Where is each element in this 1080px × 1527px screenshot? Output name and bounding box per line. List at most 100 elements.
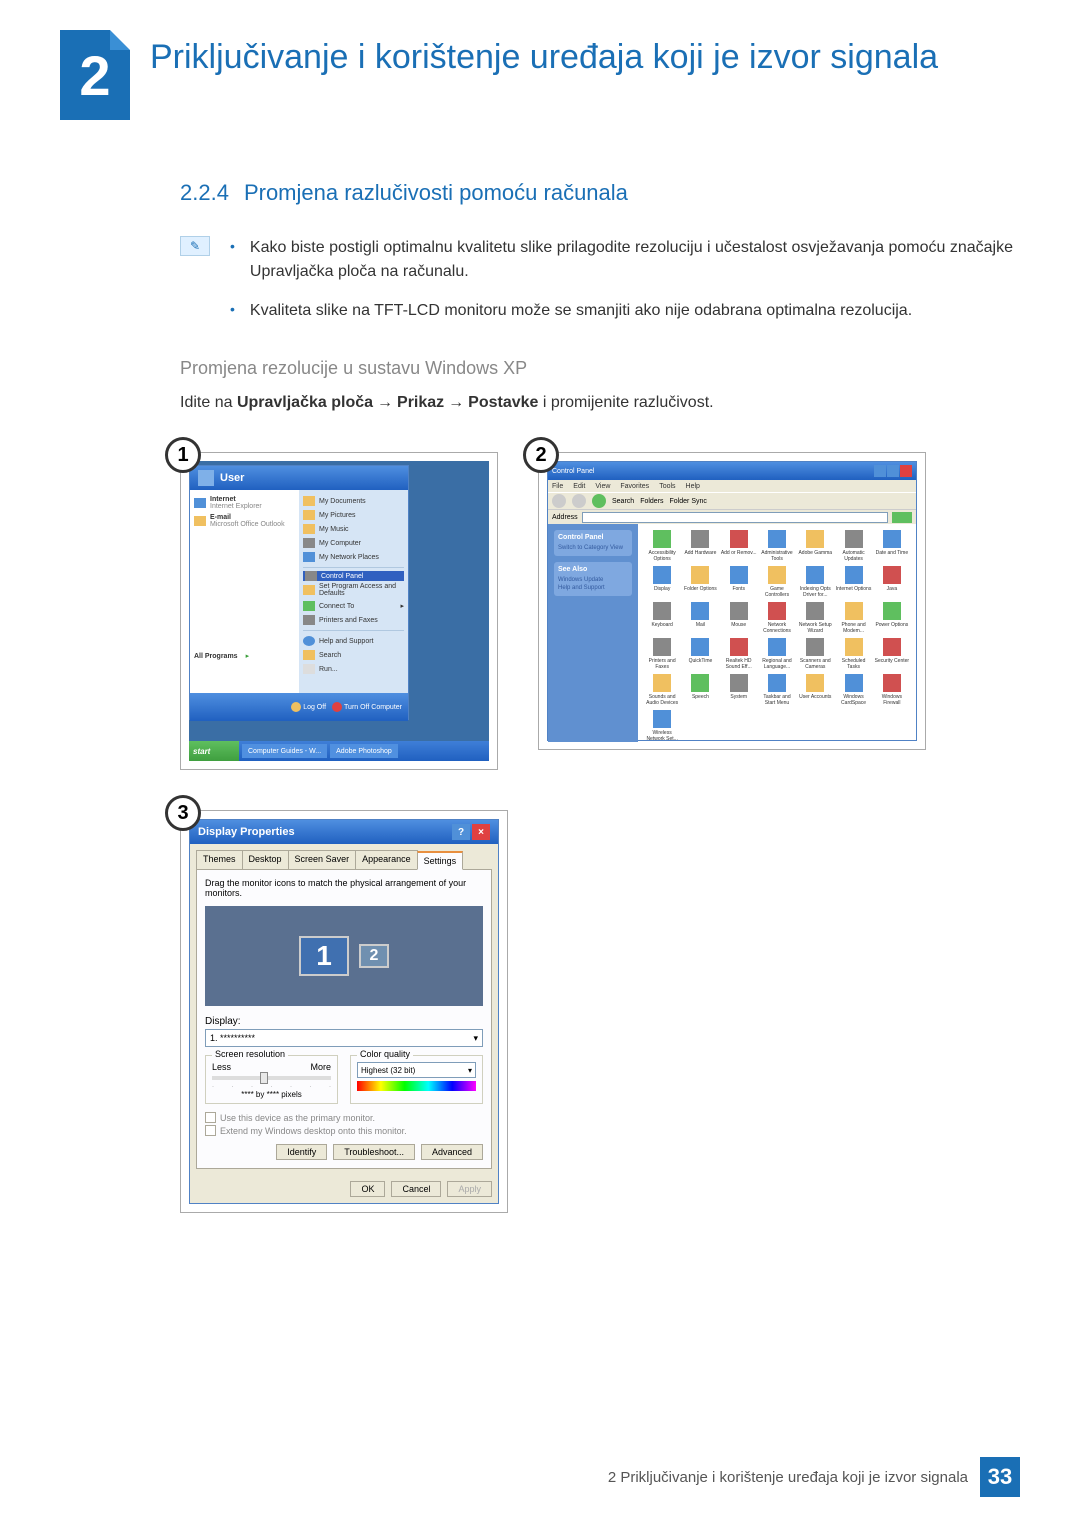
maximize-button[interactable] <box>887 465 899 477</box>
mail-icon <box>194 516 206 526</box>
cp-icon-item[interactable]: Internet Options <box>835 566 871 598</box>
logoff-button[interactable]: Log Off <box>291 702 326 712</box>
cp-icon-item[interactable]: Scheduled Tasks <box>835 638 871 670</box>
identify-button[interactable]: Identify <box>276 1144 327 1160</box>
ok-button[interactable]: OK <box>350 1181 385 1197</box>
cp-icon-item[interactable]: Add Hardware <box>682 530 718 562</box>
menu-connect[interactable]: Connect To▸ <box>303 599 404 613</box>
help-button[interactable]: ? <box>452 824 470 840</box>
display-select[interactable]: 1. **********▾ <box>205 1029 483 1047</box>
cp-icon-item[interactable]: Indexing Opts Driver for... <box>797 566 833 598</box>
cp-icon-item[interactable]: System <box>721 674 757 706</box>
cp-icon-item[interactable]: Regional and Language... <box>759 638 795 670</box>
menu-view[interactable]: View <box>595 483 610 490</box>
tab-appearance[interactable]: Appearance <box>355 850 418 869</box>
address-input[interactable] <box>582 512 888 523</box>
tab-settings[interactable]: Settings <box>417 851 464 870</box>
troubleshoot-button[interactable]: Troubleshoot... <box>333 1144 415 1160</box>
menu-control-panel[interactable]: Control Panel <box>303 571 404 581</box>
cp-icon-item[interactable]: Date and Time <box>874 530 910 562</box>
folders-button[interactable]: Folders <box>640 498 663 505</box>
cp-icon-item[interactable]: Folder Options <box>682 566 718 598</box>
taskbar-item[interactable]: Adobe Photoshop <box>330 744 398 758</box>
cp-icon-item[interactable]: Fonts <box>721 566 757 598</box>
menu-internet[interactable]: InternetInternet Explorer <box>194 494 295 512</box>
cp-icon-item[interactable]: Speech <box>682 674 718 706</box>
cp-icon-item[interactable]: Power Options <box>874 602 910 634</box>
menu-email[interactable]: E-mailMicrosoft Office Outlook <box>194 512 295 530</box>
close-button[interactable] <box>900 465 912 477</box>
cp-icon-item[interactable]: Network Connections <box>759 602 795 634</box>
menu-printers[interactable]: Printers and Faxes <box>303 613 404 627</box>
cp-icon-item[interactable]: Adobe Gamma <box>797 530 833 562</box>
extend-desktop-checkbox[interactable] <box>205 1125 216 1136</box>
cp-icon-item[interactable]: Accessibility Options <box>644 530 680 562</box>
cp-icon-item[interactable]: Scanners and Cameras <box>797 638 833 670</box>
monitor-arrangement[interactable]: 1 2 <box>205 906 483 1006</box>
menu-search[interactable]: Search <box>303 648 404 662</box>
menu-all-programs[interactable]: All Programs▸ <box>194 650 295 662</box>
cp-icon-item[interactable]: Add or Remov... <box>721 530 757 562</box>
start-button[interactable]: start <box>189 741 239 761</box>
back-icon[interactable] <box>552 494 566 508</box>
cp-icon-item[interactable]: Game Controllers <box>759 566 795 598</box>
forward-icon[interactable] <box>572 494 586 508</box>
menu-program-access[interactable]: Set Program Access and Defaults <box>303 581 404 599</box>
tab-themes[interactable]: Themes <box>196 850 243 869</box>
shutdown-button[interactable]: Turn Off Computer <box>332 702 402 712</box>
monitor-1[interactable]: 1 <box>299 936 349 976</box>
menu-help[interactable]: Help and Support <box>303 634 404 648</box>
cp-icon-item[interactable]: Realtek HD Sound Eff... <box>721 638 757 670</box>
cp-icon-item[interactable]: Printers and Faxes <box>644 638 680 670</box>
tab-desktop[interactable]: Desktop <box>242 850 289 869</box>
menu-help[interactable]: Help <box>686 483 700 490</box>
close-button[interactable]: × <box>472 824 490 840</box>
menu-tools[interactable]: Tools <box>659 483 675 490</box>
menu-network[interactable]: My Network Places <box>303 550 404 564</box>
cp-icon-item[interactable]: Display <box>644 566 680 598</box>
search-button[interactable]: Search <box>612 498 634 505</box>
cp-icon-item[interactable]: Administrative Tools <box>759 530 795 562</box>
tab-screensaver[interactable]: Screen Saver <box>288 850 357 869</box>
cp-icon-item[interactable]: Phone and Modem... <box>835 602 871 634</box>
menu-run[interactable]: Run... <box>303 662 404 676</box>
cp-icon-item[interactable]: Java <box>874 566 910 598</box>
taskbar-item[interactable]: Computer Guides - W... <box>242 744 327 758</box>
cp-icon-item[interactable]: Windows CardSpace <box>835 674 871 706</box>
cancel-button[interactable]: Cancel <box>391 1181 441 1197</box>
primary-monitor-checkbox[interactable] <box>205 1112 216 1123</box>
cp-icon-item[interactable]: Mail <box>682 602 718 634</box>
slider-thumb[interactable] <box>260 1072 268 1084</box>
menu-pictures[interactable]: My Pictures <box>303 508 404 522</box>
minimize-button[interactable] <box>874 465 886 477</box>
cp-icon-item[interactable]: User Accounts <box>797 674 833 706</box>
sync-button[interactable]: Folder Sync <box>670 498 707 505</box>
cp-icon-item[interactable]: Windows Firewall <box>874 674 910 706</box>
apply-button[interactable]: Apply <box>447 1181 492 1197</box>
cp-icon-item[interactable]: Security Center <box>874 638 910 670</box>
resolution-slider[interactable] <box>212 1076 331 1080</box>
sidebar-switch-view[interactable]: Switch to Category View <box>558 544 628 552</box>
menu-file[interactable]: File <box>552 483 563 490</box>
color-quality-select[interactable]: Highest (32 bit)▾ <box>357 1062 476 1078</box>
cp-icon-item[interactable]: Mouse <box>721 602 757 634</box>
advanced-button[interactable]: Advanced <box>421 1144 483 1160</box>
cp-icon-item[interactable]: Automatic Updates <box>835 530 871 562</box>
menu-documents[interactable]: My Documents <box>303 494 404 508</box>
cp-icon-item[interactable]: Keyboard <box>644 602 680 634</box>
menu-computer[interactable]: My Computer <box>303 536 404 550</box>
cp-icon-item[interactable]: Taskbar and Start Menu <box>759 674 795 706</box>
sidebar: Control Panel Switch to Category View Se… <box>548 524 638 742</box>
cp-icon-item[interactable]: Network Setup Wizard <box>797 602 833 634</box>
cp-icon-item[interactable]: QuickTime <box>682 638 718 670</box>
sidebar-help-support[interactable]: Help and Support <box>558 584 628 592</box>
menu-music[interactable]: My Music <box>303 522 404 536</box>
cp-icon-item[interactable]: Wireless Network Set... <box>644 710 680 742</box>
menu-favorites[interactable]: Favorites <box>620 483 649 490</box>
go-button[interactable] <box>892 512 912 523</box>
menu-edit[interactable]: Edit <box>573 483 585 490</box>
monitor-2[interactable]: 2 <box>359 944 389 968</box>
cp-icon-item[interactable]: Sounds and Audio Devices <box>644 674 680 706</box>
sidebar-windows-update[interactable]: Windows Update <box>558 576 628 584</box>
up-icon[interactable] <box>592 494 606 508</box>
